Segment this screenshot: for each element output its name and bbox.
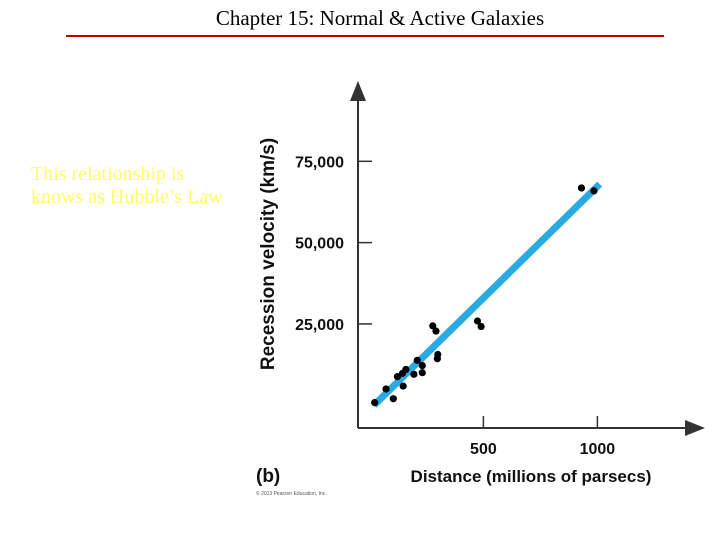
data-point-6: [402, 365, 410, 374]
slide-title: Chapter 15: Normal & Active Galaxies: [215, 6, 545, 30]
data-point-16: [477, 322, 485, 331]
caption-text: This relationship is knows as Hubble’s L…: [31, 163, 223, 208]
data-point-14: [434, 350, 442, 359]
data-point-7: [410, 370, 418, 378]
y-tick-label-1: 50,000: [295, 236, 344, 253]
x-tick-label-0: 500: [470, 441, 497, 458]
credit-text: © 2013 Pearson Education, Inc.: [256, 490, 327, 497]
y-tick-label-2: 75,000: [295, 154, 344, 171]
data-point-8: [413, 356, 421, 364]
title-divider: [66, 35, 664, 37]
data-point-15: [473, 317, 482, 325]
data-point-17: [577, 184, 586, 192]
data-point-0: [371, 399, 379, 407]
x-tick-label-1: 1000: [580, 441, 616, 458]
x-axis-label: Distance (millions of parsecs): [411, 467, 652, 486]
fit-line: [371, 181, 603, 408]
data-point-9: [418, 369, 426, 377]
y-tick-label-0: 25,000: [295, 317, 344, 334]
panel-label: (b): [256, 466, 280, 487]
data-point-2: [389, 395, 397, 403]
data-point-11: [429, 322, 437, 330]
data-point-12: [432, 327, 440, 335]
y-axis-label: Recession velocity (km/s): [258, 138, 279, 370]
data-point-1: [382, 385, 390, 393]
data-point-5: [399, 382, 407, 390]
data-point-10: [418, 361, 426, 370]
data-point-18: [590, 187, 598, 195]
